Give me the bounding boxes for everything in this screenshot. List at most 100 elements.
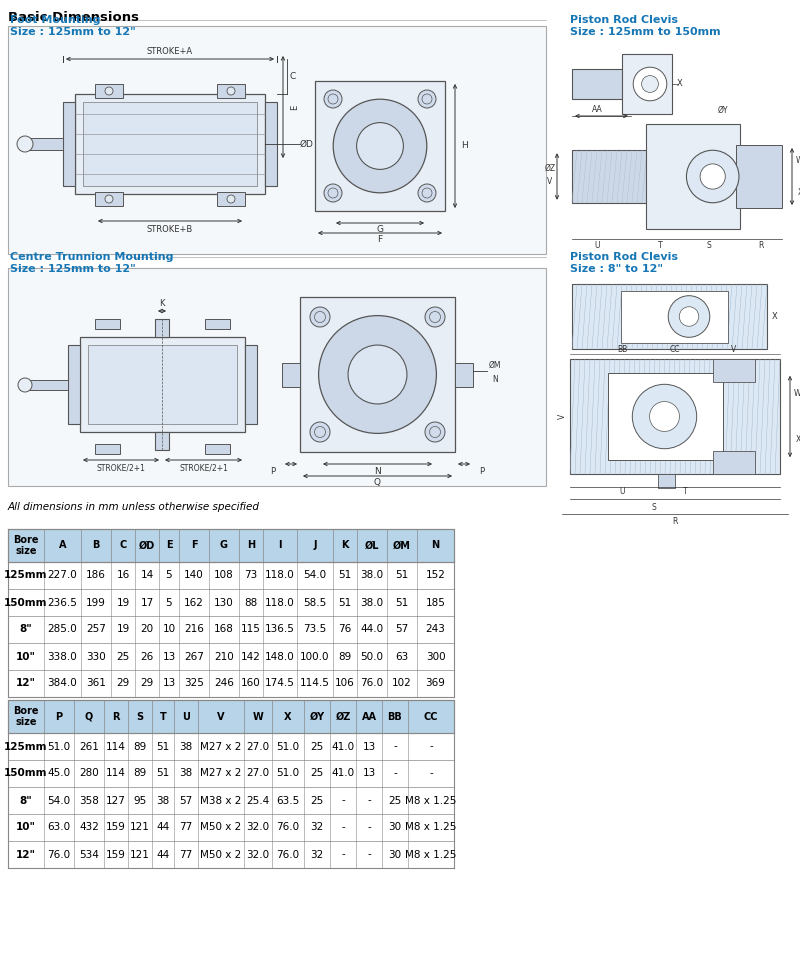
Text: 115: 115 [241, 624, 261, 634]
Circle shape [700, 164, 726, 189]
Text: X: X [284, 711, 292, 722]
Bar [217, 192, 245, 206]
Circle shape [348, 345, 407, 404]
Circle shape [318, 316, 437, 433]
Text: T: T [683, 488, 688, 497]
Circle shape [679, 307, 698, 326]
Text: 44.0: 44.0 [361, 624, 383, 634]
Text: 13: 13 [162, 679, 176, 689]
Bar [20, 380, 68, 390]
Bar [572, 284, 767, 349]
Text: 106: 106 [335, 679, 355, 689]
Text: 185: 185 [426, 597, 446, 608]
Text: 227.0: 227.0 [48, 571, 78, 581]
Circle shape [310, 422, 330, 442]
Text: 25: 25 [310, 796, 324, 805]
Text: M8 x 1.25: M8 x 1.25 [406, 849, 457, 859]
Text: 125mm: 125mm [4, 741, 48, 752]
Text: 150mm: 150mm [4, 597, 48, 608]
Text: 12": 12" [16, 679, 36, 689]
Text: -: - [393, 741, 397, 752]
Text: -: - [429, 768, 433, 778]
Circle shape [425, 307, 445, 327]
Text: 114: 114 [106, 768, 126, 778]
Text: G: G [377, 226, 383, 235]
Text: 13: 13 [162, 652, 176, 661]
Text: 152: 152 [426, 571, 446, 581]
Text: 51: 51 [338, 571, 352, 581]
Text: P: P [270, 467, 275, 475]
Text: V: V [731, 345, 737, 354]
Text: 30: 30 [389, 849, 402, 859]
Text: 89: 89 [338, 652, 352, 661]
Bar [713, 359, 755, 382]
Text: 338.0: 338.0 [48, 652, 78, 661]
Text: 63: 63 [395, 652, 409, 661]
Text: STROKE+B: STROKE+B [147, 224, 193, 234]
Text: 51: 51 [338, 597, 352, 608]
Text: 330: 330 [86, 652, 106, 661]
Text: CC: CC [670, 345, 680, 354]
Bar [455, 362, 473, 387]
Bar [95, 192, 123, 206]
Text: 38: 38 [156, 796, 170, 805]
Text: 5: 5 [166, 597, 172, 608]
Text: 114.5: 114.5 [300, 679, 330, 689]
Text: 121: 121 [130, 822, 150, 833]
Text: 38: 38 [179, 768, 193, 778]
Circle shape [650, 401, 679, 431]
Text: Foot Mounting: Foot Mounting [10, 15, 101, 25]
Text: 32: 32 [310, 849, 324, 859]
Text: 77: 77 [179, 822, 193, 833]
Circle shape [324, 90, 342, 108]
Text: 159: 159 [106, 822, 126, 833]
Circle shape [418, 90, 436, 108]
Text: 361: 361 [86, 679, 106, 689]
Text: 118.0: 118.0 [265, 571, 295, 581]
Bar [8, 26, 546, 254]
Text: Bore
size: Bore size [14, 706, 38, 728]
Bar [205, 319, 230, 329]
Text: 8": 8" [20, 624, 32, 634]
Text: 88: 88 [244, 597, 258, 608]
Text: -: - [341, 796, 345, 805]
Text: X: X [798, 188, 800, 197]
Text: 73.5: 73.5 [303, 624, 326, 634]
Bar [646, 124, 740, 229]
Text: 25: 25 [388, 796, 402, 805]
Text: 51: 51 [395, 597, 409, 608]
Text: 199: 199 [86, 597, 106, 608]
Text: R: R [758, 242, 764, 250]
Text: 45.0: 45.0 [47, 768, 70, 778]
Text: F: F [378, 236, 382, 244]
Bar [570, 359, 780, 474]
Text: 159: 159 [106, 849, 126, 859]
Bar [8, 268, 546, 486]
Text: S: S [706, 242, 711, 250]
Text: 57: 57 [179, 796, 193, 805]
Text: 325: 325 [184, 679, 204, 689]
Text: 29: 29 [140, 679, 154, 689]
Text: Basic Dimensions: Basic Dimensions [8, 11, 139, 24]
Bar [608, 373, 723, 460]
Text: 125mm: 125mm [4, 571, 48, 581]
Text: 19: 19 [116, 597, 130, 608]
Bar [155, 432, 169, 450]
Text: 51.0: 51.0 [277, 741, 299, 752]
Circle shape [425, 422, 445, 442]
Text: -: - [341, 849, 345, 859]
Text: 130: 130 [214, 597, 234, 608]
Text: 102: 102 [392, 679, 412, 689]
Circle shape [632, 385, 697, 449]
Text: BB: BB [388, 711, 402, 722]
Text: -: - [367, 822, 371, 833]
Text: 89: 89 [134, 768, 146, 778]
Bar [8, 529, 454, 562]
Text: T: T [658, 242, 662, 250]
Text: X: X [677, 80, 683, 89]
Text: 285.0: 285.0 [48, 624, 78, 634]
Circle shape [227, 87, 235, 95]
Text: 76.0: 76.0 [277, 822, 299, 833]
Text: K: K [159, 299, 165, 309]
Text: 51: 51 [156, 741, 170, 752]
